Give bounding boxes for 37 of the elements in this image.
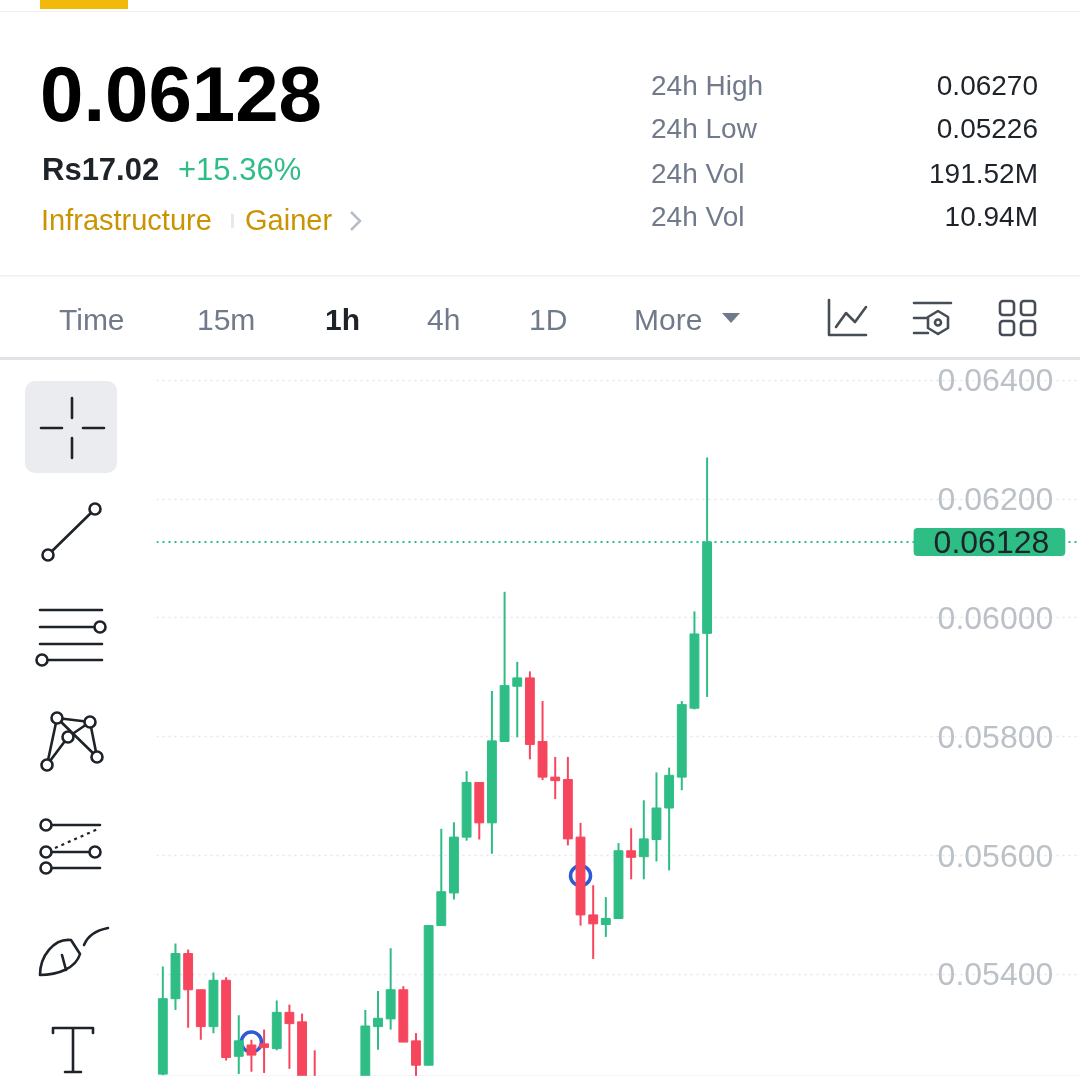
text: Infrastructure [41,204,212,238]
text: Time [59,302,125,338]
y-tick-label: 0.06000 [937,599,1054,636]
candlestick [259,1028,270,1074]
text: 24h Vol [651,200,745,234]
y-tick-label: 0.05400 [937,956,1054,993]
text: 1D [529,302,568,338]
y-tick-label: 0.06200 [937,481,1054,518]
y-tick-label: 0.05600 [937,837,1054,874]
text: 1h [325,302,361,338]
text: Gainer [245,204,333,238]
candlestick [638,799,649,881]
chart-title: 0.06128 [40,50,322,140]
candlestick [284,1003,295,1070]
candlestick [373,989,383,1051]
text: 15m [197,302,256,338]
text: 191.52M [929,157,1038,191]
candlestick [600,896,611,938]
y-tick-label: 0.05800 [937,718,1054,755]
text: 0.05226 [936,112,1038,146]
y-tick-label: 0.06400 [937,362,1054,399]
text: 10.94M [944,200,1038,234]
candlestick [246,1038,257,1073]
text: 0.06270 [936,69,1038,103]
candlestick [588,884,599,960]
chart-subtitle: Rs17.02 [42,152,160,188]
candlestick [626,827,637,881]
text: +15.36% [178,152,302,188]
text: 24h Low [651,112,757,146]
text: More [634,302,703,338]
text: 24h Vol [651,157,745,191]
text: 4h [427,302,461,338]
candlestick [233,1014,244,1076]
ref-line-label: 0.06128 [933,523,1050,560]
candlestick [512,660,523,739]
candlestick [550,755,561,801]
text: 24h High [651,69,764,103]
